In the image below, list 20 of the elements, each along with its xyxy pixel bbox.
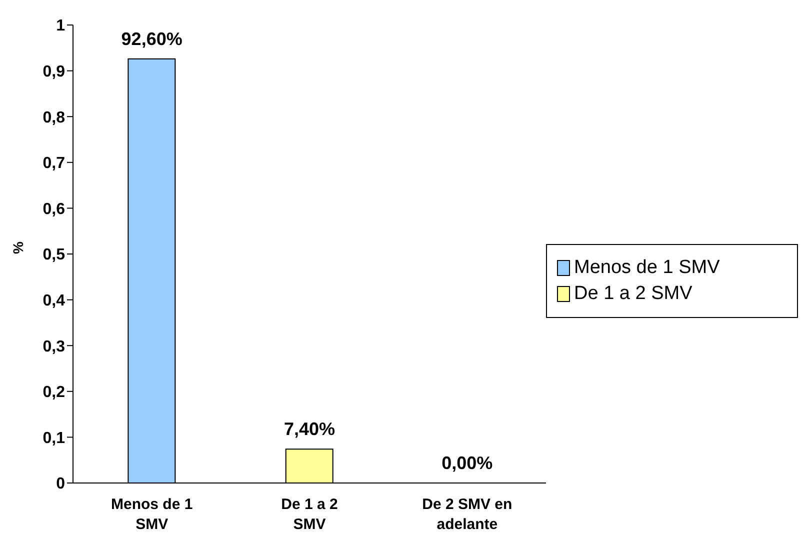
y-tick-label: 0,7 xyxy=(42,155,66,172)
y-tick-label: 0,9 xyxy=(42,63,66,80)
y-axis-title: % xyxy=(10,241,26,254)
x-tick-label: Menos de 1 SMV xyxy=(110,496,193,533)
y-tick-label: 0,6 xyxy=(42,200,66,218)
data-label: 7,40% xyxy=(284,419,336,440)
y-tick-label: 0,2 xyxy=(42,384,66,402)
y-tick-label: 0,3 xyxy=(42,338,66,356)
data-label: 0,00% xyxy=(442,453,493,473)
legend-label: Menos de 1 SMV xyxy=(574,256,720,278)
x-tick-label: De 2 SMV en adelante xyxy=(422,496,512,533)
y-tick-label: 0 xyxy=(56,476,66,493)
x-tick-label: De 1 a 2 SMV xyxy=(281,496,338,533)
y-tick-label: 1 xyxy=(56,18,66,35)
y-tick-label: 0,5 xyxy=(42,246,66,264)
data-label: 92,60% xyxy=(121,28,182,49)
y-tick-label: 0,1 xyxy=(42,430,66,447)
y-tick-label: 0,4 xyxy=(42,292,66,310)
y-tick-label: 0,8 xyxy=(42,109,66,126)
legend-label: De 1 a 2 SMV xyxy=(574,282,692,304)
